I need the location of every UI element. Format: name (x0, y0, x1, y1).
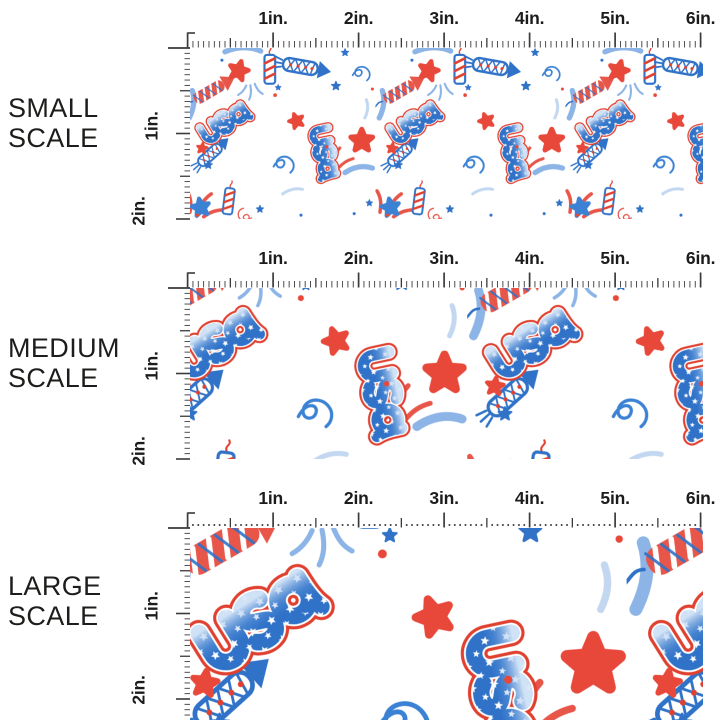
ruler-inch-label: 4in. (514, 488, 545, 508)
horizontal-ruler (186, 512, 702, 528)
fabric-swatch-medium (190, 288, 703, 459)
horizontal-ruler (186, 32, 702, 48)
ruler-inch-label: 6in. (685, 248, 716, 268)
ruler-inch-label: 3in. (429, 488, 459, 508)
ruler-inch-label-vertical: 2in. (128, 436, 149, 466)
ruler-inch-label: 4in. (514, 248, 545, 268)
ruler-inch-label-vertical: 1in. (141, 111, 162, 141)
ruler-inch-label-vertical: 1in. (141, 591, 162, 621)
ruler-inch-label: 4in. (514, 8, 545, 28)
fabric-swatch-large (190, 528, 703, 720)
ruler-inch-label-vertical: 1in. (141, 351, 162, 381)
ruler-inch-label: 5in. (600, 8, 630, 28)
ruler-inch-label: 6in. (685, 8, 716, 28)
scale-label-large: LARGE SCALE (8, 571, 102, 631)
vertical-ruler (168, 527, 190, 716)
ruler-inch-label: 1in. (258, 488, 288, 508)
ruler-inch-label: 5in. (600, 248, 630, 268)
ruler-inch-label: 2in. (343, 248, 374, 268)
ruler-inch-label: 3in. (429, 8, 459, 28)
ruler-inch-label-vertical: 2in. (128, 675, 149, 705)
ruler-inch-label: 3in. (429, 248, 459, 268)
ruler-inch-label: 1in. (258, 8, 288, 28)
ruler-inch-label: 5in. (600, 488, 630, 508)
vertical-ruler (168, 47, 190, 220)
ruler-inch-label: 6in. (685, 488, 716, 508)
ruler-inch-label-vertical: 2in. (128, 196, 149, 226)
scale-label-small: SMALL SCALE (8, 93, 99, 153)
ruler-inch-label: 2in. (343, 488, 374, 508)
horizontal-ruler (186, 272, 702, 288)
vertical-ruler (168, 287, 190, 460)
ruler-inch-label: 2in. (343, 8, 374, 28)
ruler-inch-label: 1in. (258, 248, 288, 268)
fabric-swatch-small (190, 48, 703, 219)
scale-label-medium: MEDIUM SCALE (8, 333, 120, 393)
